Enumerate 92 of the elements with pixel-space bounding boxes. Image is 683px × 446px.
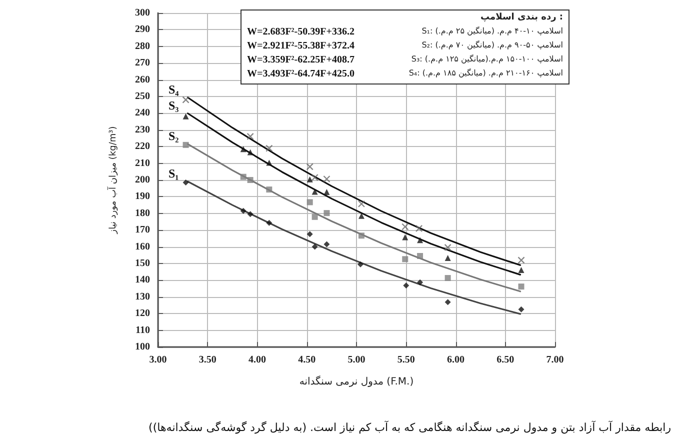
- point: [306, 176, 313, 182]
- point: [182, 142, 189, 148]
- point: [306, 163, 314, 170]
- x-axis-title: مدول نرمی سنگدانه (F.M.): [299, 376, 414, 388]
- point: [312, 244, 318, 250]
- point: [182, 96, 190, 104]
- point: [357, 261, 364, 268]
- x-tick-label: 6.50: [496, 354, 514, 366]
- point: [324, 210, 330, 216]
- x-tick-label: 4.00: [248, 354, 266, 366]
- point: [240, 174, 246, 180]
- annotation: S₁: اسلامپ ۱۰-۴۰ م.م. (میانگین ۲۵ م.م.): [422, 26, 563, 36]
- point: [518, 306, 524, 312]
- point: [306, 199, 313, 206]
- x-tick-label: 3.00: [149, 354, 167, 366]
- y-tick-label: 250: [135, 91, 150, 102]
- y-tick-label: 120: [135, 308, 150, 320]
- y-tick-label: 240: [135, 108, 150, 119]
- x-tick-label: 5.00: [348, 354, 366, 366]
- point: [311, 174, 318, 182]
- point: [403, 282, 410, 289]
- annotation: W=3.493F²-64.74F+425.0: [247, 68, 354, 80]
- series-label: S₂: [168, 129, 180, 144]
- x-tick-label: 4.50: [298, 354, 316, 366]
- annotation: S₂: اسلامپ ۵۰-۹۰ م.م. (میانگین ۷۰ م.م.): [422, 40, 563, 50]
- y-tick-label: 130: [135, 291, 150, 302]
- annotation: W=3.359F²-62.25F+408.7: [247, 54, 354, 66]
- point: [518, 267, 524, 274]
- text: (رابطه مقدار آب آزاد بتن و مدول نرمی سنگدانه هنگامی که به آب کم نیاز است. (به دلیل گرد گوشه‌گی سنگدانه‌ها): [148, 420, 672, 434]
- y-tick-label: 300: [135, 8, 150, 18]
- y-tick-label: 220: [135, 141, 150, 152]
- y-tick-label: 160: [135, 241, 150, 252]
- point: [415, 224, 423, 232]
- point: [402, 256, 408, 262]
- annotation: S₄: اسلامپ ۱۶۰-۲۱۰ م.م. (میانگین ۱۸۵ م.م.): [408, 68, 563, 78]
- point: [182, 113, 189, 120]
- y-tick-label: 270: [135, 58, 150, 69]
- point: [306, 231, 313, 238]
- point: [417, 279, 424, 286]
- point: [402, 223, 409, 230]
- point: [358, 232, 364, 239]
- point: [444, 254, 451, 261]
- x-tick-label: 7.00: [546, 354, 564, 366]
- point: [247, 177, 254, 183]
- point: [247, 149, 254, 156]
- point: [444, 299, 451, 306]
- point: [240, 208, 246, 214]
- y-tick-label: 150: [135, 258, 150, 269]
- annotation: S₃: اسلامپ ۱۰۰-۱۵۰ م.م.(میانگین ۱۲۵ م.م.): [411, 54, 563, 64]
- point: [312, 188, 318, 195]
- point: [402, 234, 408, 240]
- y-tick-label: 260: [135, 74, 150, 86]
- x-tick-label: 6.00: [447, 354, 464, 366]
- point: [266, 160, 272, 166]
- annotation: W=2.683F²-50.39F+336.2: [247, 26, 354, 38]
- point: [518, 256, 525, 264]
- y-tick-label: 100: [135, 342, 150, 352]
- point: [312, 214, 318, 220]
- y-tick-label: 180: [135, 208, 150, 219]
- y-axis-title: میزان آب مورد نیاز (kg/m³): [106, 126, 118, 235]
- point: [246, 132, 254, 140]
- point: [323, 175, 330, 183]
- annotation: رده بندی اسلامپ :: [480, 12, 563, 22]
- point: [266, 144, 273, 152]
- annotation: W=2.921F²-55.38F+372.4: [247, 40, 354, 52]
- point: [266, 220, 272, 226]
- point: [417, 237, 424, 244]
- y-tick-label: 200: [135, 174, 150, 186]
- y-tick-label: 110: [136, 324, 150, 336]
- point: [444, 244, 452, 252]
- point: [324, 241, 330, 248]
- series-label: S₃: [168, 98, 180, 112]
- y-tick-label: 190: [135, 191, 150, 202]
- y-tick-label: 170: [135, 224, 150, 236]
- x-tick-label: 3.50: [198, 354, 216, 366]
- point: [417, 252, 424, 259]
- point: [518, 284, 524, 290]
- y-tick-label: 290: [135, 24, 150, 36]
- y-tick-label: 280: [135, 40, 150, 52]
- y-tick-label: 140: [135, 274, 150, 286]
- y-tick-label: 210: [135, 158, 150, 169]
- point: [324, 189, 330, 196]
- point: [266, 186, 272, 193]
- point: [247, 211, 254, 218]
- x-tick-label: 5.50: [397, 354, 415, 366]
- point: [444, 275, 451, 282]
- series-label: S₁: [168, 166, 180, 181]
- y-tick-label: 230: [135, 124, 150, 136]
- point: [358, 200, 366, 208]
- series-label: S₄: [168, 82, 180, 96]
- point: [240, 146, 246, 152]
- point: [182, 180, 189, 186]
